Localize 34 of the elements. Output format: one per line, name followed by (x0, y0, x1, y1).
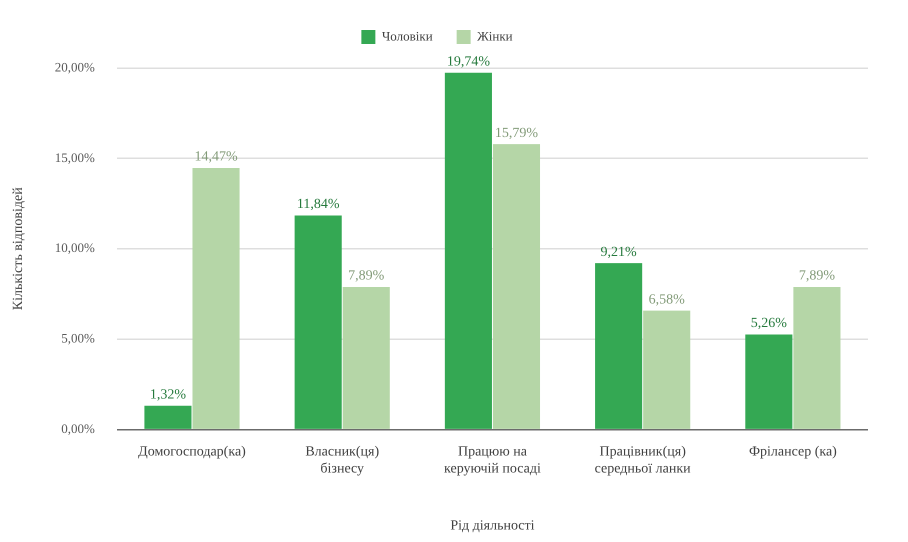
x-tick-label: Працівник(ця) середньої ланки (594, 444, 692, 476)
x-tick-label: Власник(ця) бізнесу (305, 444, 380, 476)
y-tick-label: 5,00% (61, 330, 96, 346)
x-tick-label: Працюю на керуючій посаді (444, 444, 541, 476)
data-label: 19,74% (446, 54, 490, 70)
data-label: 15,79% (494, 126, 538, 141)
x-axis-title: Рід діяльності (450, 518, 535, 534)
bar (342, 286, 390, 429)
data-label: 1,32% (150, 387, 186, 402)
data-label: 6,58% (648, 292, 686, 308)
legend-label: Чоловіки (382, 28, 433, 44)
bar (492, 144, 540, 429)
legend-label: Жінки (477, 28, 513, 44)
x-tick-label: Фрілансер (ка) (748, 444, 838, 460)
y-tick-label: 20,00% (54, 59, 96, 74)
y-tick-label: 10,00% (54, 240, 96, 256)
data-label: 7,89% (348, 268, 385, 284)
bar (444, 72, 492, 429)
data-label: 9,21% (600, 244, 638, 260)
y-tick-label: 0,00% (61, 421, 96, 436)
data-label: 5,26% (750, 316, 788, 332)
bar (793, 286, 840, 429)
y-axis-title: Кількість відповідей (11, 186, 26, 310)
data-label: 7,89% (798, 268, 836, 284)
bar (294, 216, 342, 429)
bar (745, 334, 792, 429)
bar (643, 310, 690, 429)
x-tick-label: Домогосподар(ка) (138, 444, 246, 460)
bar (192, 168, 240, 429)
y-tick-label: 15,00% (54, 150, 96, 165)
data-label: 11,84% (296, 197, 340, 212)
bar (595, 263, 642, 429)
bar (144, 406, 192, 429)
data-label: 14,47% (194, 150, 238, 165)
